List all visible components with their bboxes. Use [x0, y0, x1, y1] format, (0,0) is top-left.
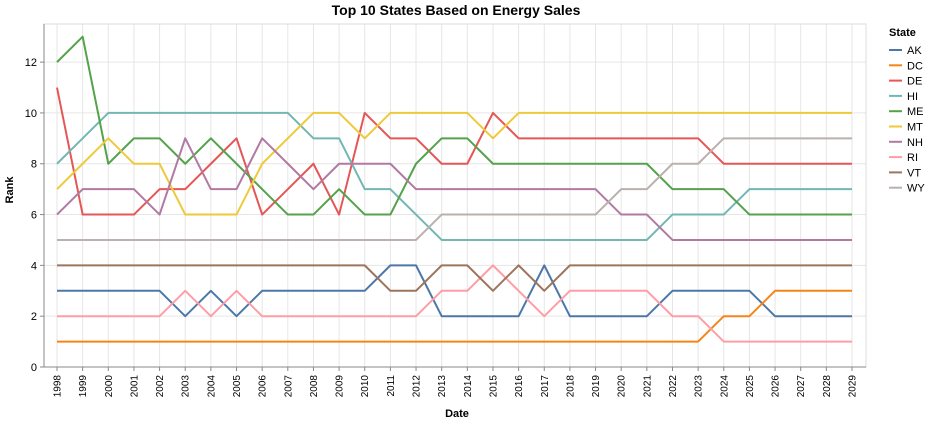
x-axis-title: Date [445, 408, 469, 420]
legend-label-ri: RI [907, 152, 918, 164]
series-line-nh [56, 137, 852, 241]
legend: State AK DC DE HI ME MT NH RI VT WY [889, 27, 925, 195]
series-line-de [56, 87, 852, 216]
series-lines [56, 35, 852, 343]
x-tick-label: 2028 [822, 375, 833, 398]
x-tick-label: 2027 [796, 375, 807, 398]
legend-label-ak: AK [907, 45, 922, 57]
y-tick-label: 0 [31, 362, 37, 374]
series-line-ak [57, 264, 852, 318]
x-tick-label: 2006 [258, 375, 269, 398]
x-tick-label: 2029 [848, 375, 859, 398]
x-tick-label: 2002 [155, 375, 166, 398]
x-tick-label: 2020 [617, 375, 628, 398]
chart-title: Top 10 States Based on Energy Sales [332, 2, 581, 18]
x-tick-label: 2017 [540, 375, 551, 398]
x-tick-label: 2021 [642, 375, 653, 398]
series-line-me [56, 35, 852, 216]
x-tick-label: 2016 [514, 375, 525, 398]
x-tick-label: 2013 [437, 375, 448, 398]
legend-items: AK DC DE HI ME MT NH RI VT WY [889, 45, 925, 195]
x-tick-label: 2025 [745, 375, 756, 398]
y-tick-label: 6 [31, 210, 37, 222]
x-tick-label: 2026 [771, 375, 782, 398]
legend-label-me: ME [907, 106, 924, 118]
x-tick-label: 2015 [488, 375, 499, 398]
x-tick-label: 2003 [181, 375, 192, 398]
x-tick-label: 2000 [104, 375, 115, 398]
x-tick-label: 2022 [668, 375, 679, 398]
y-tick-label: 10 [25, 108, 37, 120]
x-tick-label: 2004 [206, 375, 217, 398]
axes: 0 2 4 6 8 10 12 1998 1999 2000 2001 2002 2003 2004 200… [25, 24, 866, 397]
x-tick-label: 2024 [719, 375, 730, 398]
series-line-mt [56, 111, 852, 216]
x-tick-label: 1998 [53, 375, 64, 398]
legend-label-vt: VT [907, 167, 921, 179]
legend-label-nh: NH [907, 137, 923, 149]
x-tick-label: 2009 [335, 375, 346, 398]
series-line-hi [56, 111, 852, 241]
x-tick-label: 2012 [412, 375, 423, 398]
legend-title: State [889, 27, 916, 39]
x-tick-label: 2008 [309, 375, 320, 398]
series-line-wy [57, 137, 852, 241]
y-tick-label: 2 [31, 311, 37, 323]
x-tick-label: 2011 [386, 375, 397, 397]
x-tick-label: 2014 [463, 375, 474, 398]
series-line-vt [57, 264, 852, 292]
x-tick-label: 2007 [283, 375, 294, 398]
x-tick-label: 2023 [694, 375, 705, 398]
y-tick-label: 12 [25, 57, 37, 69]
x-tick-label: 2001 [129, 375, 140, 398]
x-tick-label: 2010 [360, 375, 371, 398]
legend-label-de: DE [907, 76, 922, 88]
y-tick-label: 4 [31, 260, 37, 272]
series-line-dc [57, 289, 852, 343]
legend-label-wy: WY [907, 183, 925, 195]
x-tick-label: 2005 [232, 375, 243, 398]
x-tick-label: 2018 [565, 375, 576, 398]
y-axis-title: Rank [4, 176, 16, 204]
legend-label-hi: HI [907, 91, 918, 103]
y-tick-label: 8 [31, 159, 37, 171]
legend-label-mt: MT [907, 122, 923, 134]
x-tick-label: 2019 [591, 375, 602, 398]
legend-label-dc: DC [907, 60, 923, 72]
series-line-ri [57, 264, 852, 343]
x-tick-label: 1999 [78, 375, 89, 398]
